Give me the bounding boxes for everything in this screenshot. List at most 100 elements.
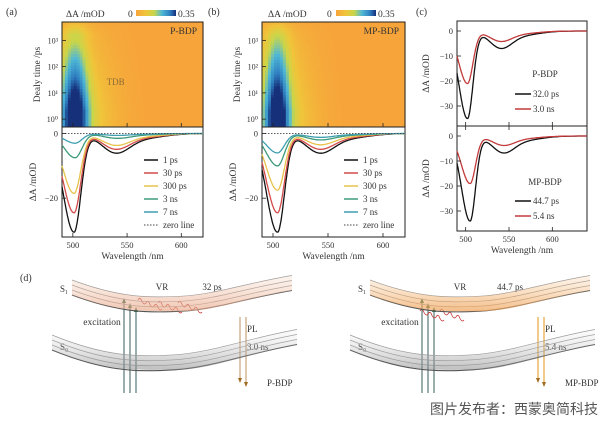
heatmap-cell — [200, 83, 204, 87]
heatmap-cell — [378, 59, 382, 64]
heatmap-cell — [381, 45, 385, 49]
heatmap-cell — [342, 115, 347, 119]
heatmap-cell — [111, 54, 116, 58]
heatmap-cell — [384, 51, 388, 55]
heatmap-cell — [158, 100, 163, 105]
heatmap-cell — [111, 42, 116, 46]
heatmap-cell — [336, 45, 341, 49]
heatmap-cell — [399, 36, 403, 41]
heatmap-cell — [126, 80, 131, 84]
heatmap-cell — [384, 94, 388, 99]
heatmap-cell — [120, 77, 125, 81]
heatmap-cell — [197, 62, 201, 67]
heatmap-cell — [378, 33, 382, 38]
heatmap-cell — [129, 100, 134, 105]
heatmap-cell — [327, 103, 332, 108]
heatmap-cell — [399, 121, 403, 125]
heatmap-cell — [62, 97, 66, 102]
heatmap-cell — [100, 86, 104, 90]
heatmap-cell — [106, 83, 110, 87]
heatmap-cell — [262, 51, 266, 55]
heatmap-cell — [276, 42, 281, 46]
heatmap-cell — [357, 62, 361, 67]
heatmap-cell — [279, 124, 284, 128]
heatmap-cell — [357, 30, 361, 35]
heatmap-cell — [103, 27, 107, 32]
heatmap-cell — [62, 42, 66, 46]
heatmap-cell — [282, 80, 287, 84]
heatmap-cell — [88, 80, 92, 84]
heatmap-cell — [354, 30, 358, 35]
heatmap-cell — [354, 124, 358, 128]
heatmap-cell — [330, 103, 335, 108]
heatmap-cell — [200, 33, 204, 38]
heatmap-cell — [396, 112, 400, 116]
heatmap-cell — [387, 77, 391, 81]
heatmap-cell — [333, 54, 338, 58]
heatmap-cell — [129, 27, 134, 32]
heatmap-cell — [120, 68, 125, 73]
heatmap-cell — [147, 62, 151, 67]
heatmap-cell — [103, 100, 107, 105]
series-line-7-ns — [261, 132, 405, 154]
heatmap-cell — [285, 24, 290, 29]
heatmap-cell — [288, 100, 293, 105]
heatmap-cell — [300, 39, 305, 44]
heatmap-cell — [173, 124, 178, 128]
heatmap-cell — [387, 83, 391, 87]
heatmap-cell — [288, 106, 293, 111]
heatmap-cell — [363, 106, 367, 111]
heatmap-cell — [182, 124, 186, 128]
heatmap-cell — [267, 48, 272, 52]
heatmap-cell — [129, 57, 134, 61]
heatmap-cell — [153, 54, 157, 58]
heatmap-cell — [158, 124, 163, 128]
heatmap-cell — [67, 103, 72, 108]
heatmap-cell — [363, 112, 367, 116]
heatmap-cell — [64, 62, 69, 67]
heatmap-cell — [170, 112, 175, 116]
heatmap-cell — [153, 109, 157, 114]
heatmap-cell — [396, 54, 400, 58]
heatmap-cell — [321, 27, 326, 32]
heatmap-cell — [396, 57, 400, 61]
heatmap-cell — [182, 118, 186, 122]
heatmap-cell — [369, 112, 373, 116]
heatmap-cell — [129, 65, 134, 70]
heatmap-cell — [138, 65, 142, 70]
molecule-label: P-BDP — [267, 378, 293, 388]
heatmap-cell — [369, 86, 373, 90]
heatmap-cell — [167, 118, 172, 122]
heatmap-cell — [182, 74, 186, 79]
heatmap-cell — [70, 68, 75, 73]
heatmap-cell — [82, 121, 87, 125]
y-axis-label: Dealy time /ps — [233, 46, 243, 102]
heatmap-cell — [111, 39, 116, 44]
heatmap-cell — [164, 112, 169, 116]
heatmap-cell — [270, 24, 275, 29]
heatmap-cell — [369, 27, 373, 32]
heatmap-cell — [161, 118, 166, 122]
heatmap-cell — [330, 45, 335, 49]
heatmap-cell — [188, 22, 192, 26]
heatmap-cell — [303, 71, 308, 76]
heatmap-cell — [300, 71, 305, 76]
heatmap-cell — [378, 42, 382, 46]
heatmap-cell — [360, 42, 364, 46]
heatmap-cell — [117, 48, 122, 52]
heatmap-cell — [147, 59, 151, 64]
heatmap-cell — [123, 48, 128, 52]
heatmap-cell — [135, 30, 139, 35]
heatmap-cell — [161, 115, 166, 119]
heatmap-cell — [200, 24, 204, 29]
heatmap-cell — [288, 115, 293, 119]
heatmap-cell — [197, 51, 201, 55]
heatmap-cell — [312, 71, 317, 76]
heatmap-cell — [327, 48, 332, 52]
heatmap-cell — [342, 57, 347, 61]
heatmap-cell — [369, 30, 373, 35]
heatmap-cell — [179, 30, 184, 35]
heatmap-cell — [306, 45, 311, 49]
heatmap-cell — [348, 22, 352, 26]
